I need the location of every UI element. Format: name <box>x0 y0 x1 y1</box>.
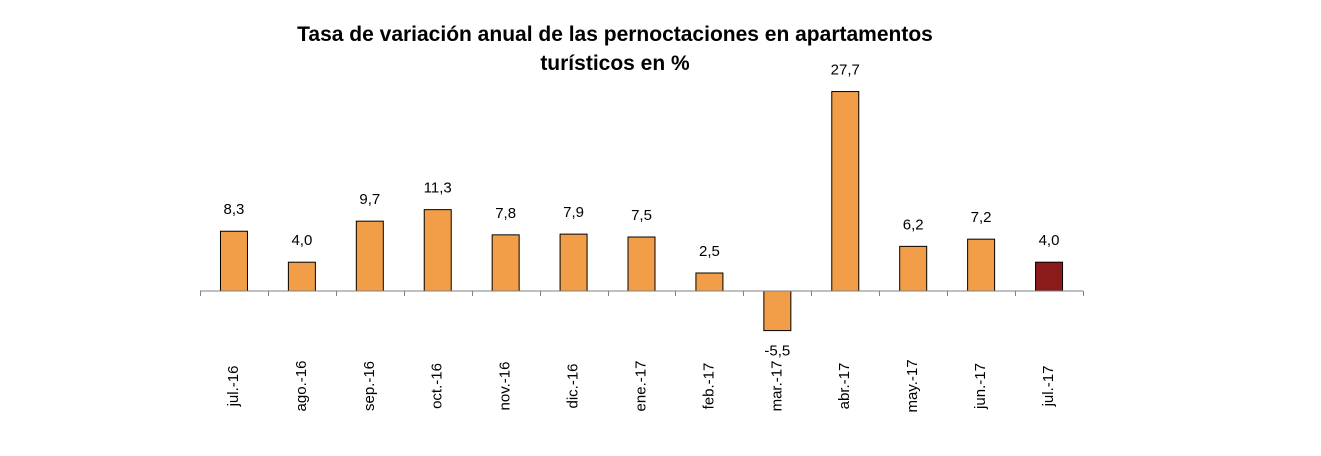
tick-label: nov.-16 <box>497 362 514 411</box>
data-labels-layer: 8,3 4,0 9,7 11,3 7,8 7,9 7,5 2,5 -5,5 27,7 6,2 7,2 4… <box>224 62 1060 360</box>
tick-label: ene.-17 <box>632 361 649 412</box>
data-label: -5,5 <box>764 343 790 360</box>
tick-label: feb.-17 <box>700 363 717 410</box>
data-label: 2,5 <box>699 243 720 260</box>
data-label: 9,7 <box>359 191 380 208</box>
data-label: 7,2 <box>971 209 992 226</box>
bar-jun.-17 <box>967 238 996 292</box>
data-label: 4,0 <box>291 232 312 249</box>
data-label: 11,3 <box>424 180 452 197</box>
tick-label: sep.-16 <box>361 361 378 411</box>
bar-may.-17 <box>899 245 928 292</box>
chart-title-line-2: turísticos en % <box>540 52 690 75</box>
data-label: 6,2 <box>903 216 924 233</box>
data-label: 4,0 <box>1039 232 1060 249</box>
chart-title-line-1: Tasa de variación anual de las pernoctac… <box>297 23 933 46</box>
bar-jul.-17 <box>1035 261 1064 292</box>
data-label: 7,5 <box>631 207 652 224</box>
tick-label: jun.-17 <box>972 363 989 410</box>
bars-layer <box>219 91 1064 332</box>
bar-sep.-16 <box>355 220 384 292</box>
tick-label: mar.-17 <box>768 361 785 412</box>
tick-label: abr.-17 <box>836 363 853 410</box>
tick-labels-layer: jul.-16 ago.-16 sep.-16 oct.-16 nov.-16 dic.-… <box>225 359 1057 412</box>
tick-label: oct.-16 <box>429 363 446 409</box>
tick-label: jul.-17 <box>1040 366 1057 408</box>
bar-dic.-16 <box>559 233 588 292</box>
bar-mar.-17 <box>763 290 792 332</box>
bar-jul.-16 <box>219 230 248 292</box>
bar-nov.-16 <box>491 234 520 292</box>
tick-label: ago.-16 <box>293 361 310 412</box>
bar-ene.-17 <box>627 236 656 292</box>
tick-label: jul.-16 <box>225 366 242 408</box>
tick-label: may.-17 <box>904 359 921 412</box>
data-label: 8,3 <box>224 201 245 218</box>
bar-feb.-17 <box>695 272 724 292</box>
bar-oct.-16 <box>423 209 452 292</box>
bar-abr.-17 <box>831 91 860 292</box>
data-label: 7,8 <box>495 205 516 222</box>
bar-ago.-16 <box>287 261 316 292</box>
x-axis <box>200 290 1084 296</box>
data-label: 7,9 <box>563 204 584 221</box>
tick-label: dic.-16 <box>565 363 582 408</box>
chart-title: Tasa de variación anual de las pernoctac… <box>200 20 1030 78</box>
data-label: 27,7 <box>831 62 860 79</box>
